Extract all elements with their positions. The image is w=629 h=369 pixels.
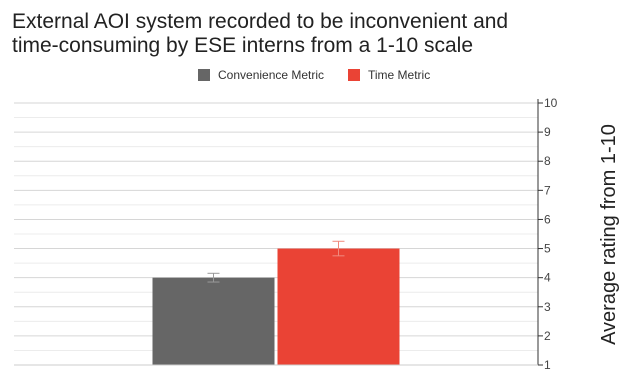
legend-swatch-convenience <box>198 69 210 81</box>
y-tick-label: 10 <box>544 96 558 110</box>
y-tick-label: 2 <box>544 329 551 343</box>
chart-title: External AOI system recorded to be incon… <box>12 10 509 57</box>
y-tick-label: 6 <box>544 212 551 226</box>
y-axis-label: Average rating from 1-10 <box>597 123 620 345</box>
y-tick-label: 8 <box>544 154 551 168</box>
y-tick-label: 3 <box>544 300 551 314</box>
y-tick-label: 1 <box>544 358 551 369</box>
y-tick-label: 9 <box>544 125 551 139</box>
y-tick-label: 4 <box>544 271 551 285</box>
legend-swatch-time <box>348 69 360 81</box>
bar-convenience <box>152 277 275 365</box>
legend: Convenience Metric Time Metric <box>0 68 629 86</box>
legend-item-convenience: Convenience Metric <box>198 68 324 82</box>
legend-item-time: Time Metric <box>348 68 430 82</box>
bar-time <box>277 248 400 365</box>
legend-label-time: Time Metric <box>368 68 431 82</box>
y-tick-label: 7 <box>544 183 551 197</box>
legend-label-convenience: Convenience Metric <box>218 68 325 82</box>
y-tick-label: 5 <box>544 242 551 256</box>
